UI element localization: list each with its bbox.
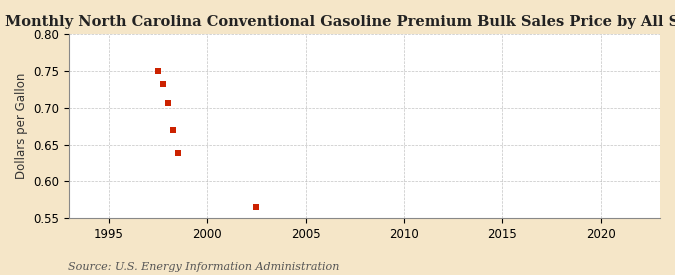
Y-axis label: Dollars per Gallon: Dollars per Gallon xyxy=(15,73,28,179)
Point xyxy=(167,128,178,132)
Point xyxy=(172,151,183,156)
Point xyxy=(251,205,262,209)
Point xyxy=(153,69,163,73)
Point xyxy=(157,82,168,87)
Text: Source: U.S. Energy Information Administration: Source: U.S. Energy Information Administ… xyxy=(68,262,339,272)
Point xyxy=(162,101,173,106)
Title: Monthly North Carolina Conventional Gasoline Premium Bulk Sales Price by All Sel: Monthly North Carolina Conventional Gaso… xyxy=(5,15,675,29)
